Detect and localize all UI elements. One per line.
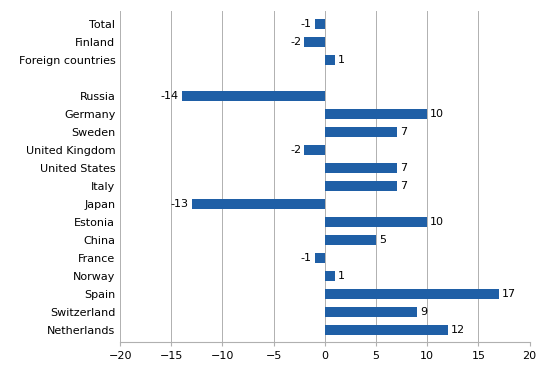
Text: 7: 7 — [400, 163, 407, 173]
Text: -14: -14 — [161, 91, 179, 101]
Bar — [325, 289, 499, 299]
Bar — [325, 235, 376, 245]
Text: 5: 5 — [379, 235, 386, 245]
Bar — [305, 37, 325, 47]
Bar — [325, 181, 396, 191]
Bar — [192, 199, 325, 209]
Text: 17: 17 — [502, 289, 516, 299]
Text: -2: -2 — [290, 37, 301, 47]
Bar — [325, 163, 396, 173]
Text: 7: 7 — [400, 127, 407, 137]
Text: 9: 9 — [420, 306, 427, 317]
Bar — [325, 109, 427, 119]
Text: -13: -13 — [171, 199, 189, 209]
Text: -1: -1 — [300, 253, 312, 263]
Bar — [325, 217, 427, 227]
Bar — [181, 91, 325, 101]
Bar — [305, 145, 325, 155]
Text: 7: 7 — [400, 181, 407, 191]
Text: 12: 12 — [451, 324, 465, 335]
Bar — [325, 55, 335, 65]
Bar — [314, 19, 325, 29]
Text: -1: -1 — [300, 19, 312, 29]
Text: -2: -2 — [290, 145, 301, 155]
Bar — [325, 127, 396, 137]
Bar — [325, 324, 448, 335]
Bar — [314, 253, 325, 262]
Text: 1: 1 — [338, 55, 345, 65]
Bar — [325, 307, 417, 317]
Text: 1: 1 — [338, 271, 345, 280]
Text: 10: 10 — [430, 109, 444, 119]
Bar — [325, 271, 335, 280]
Text: 10: 10 — [430, 217, 444, 227]
